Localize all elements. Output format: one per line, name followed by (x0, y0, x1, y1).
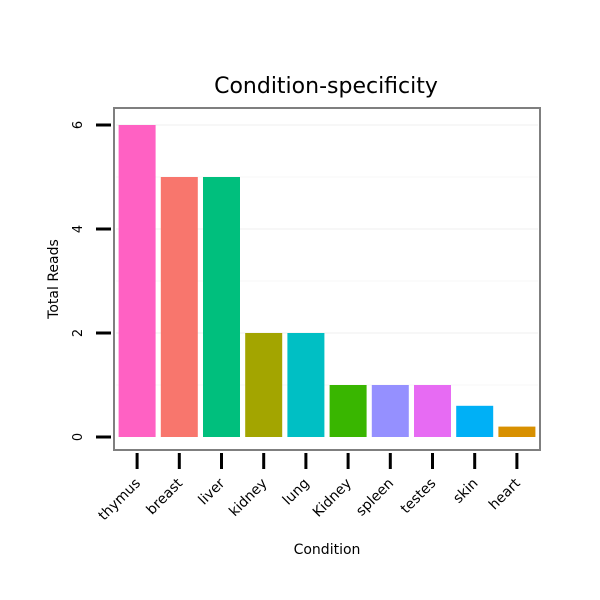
chart-title: Condition-specificity (214, 74, 438, 99)
bar-kidney-5 (329, 385, 367, 437)
y-axis-label: Total Reads (46, 239, 62, 320)
y-tick-label: 0 (71, 433, 86, 441)
bar-liver-2 (203, 177, 240, 437)
bar-skin-8 (456, 405, 494, 437)
bar-spleen-6 (371, 385, 409, 437)
y-axis: 0 2 4 6 (71, 121, 111, 441)
bar-breast-1 (160, 177, 198, 437)
bar-testes-7 (414, 385, 451, 437)
bar-thymus-0 (118, 125, 156, 437)
bar-heart-9 (498, 426, 536, 437)
y-tick-label: 2 (71, 329, 86, 337)
bar-lung-4 (287, 333, 325, 437)
y-tick-label: 6 (71, 121, 86, 129)
y-tick-label: 4 (71, 225, 86, 233)
bar-kidney-3 (245, 333, 283, 437)
plot-panel-border (113, 107, 541, 451)
x-axis-label: Condition (294, 542, 361, 558)
bars (118, 125, 536, 437)
